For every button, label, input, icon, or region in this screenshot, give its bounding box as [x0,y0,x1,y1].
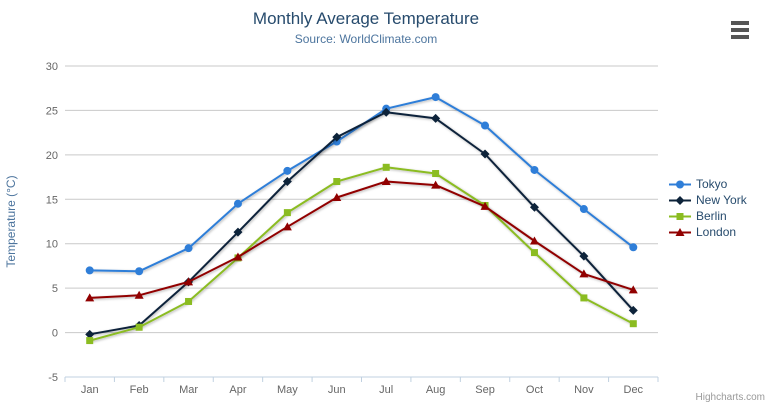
x-axis-label: Mar [179,384,198,396]
y-axis-label: 5 [52,283,58,295]
data-point-marker[interactable] [629,320,637,328]
x-axis-label: Dec [624,384,644,396]
data-point-marker[interactable] [233,199,242,208]
x-axis-label: Oct [526,384,543,396]
y-axis-label: 15 [46,194,58,206]
legend-item-label: New York [696,193,747,207]
hamburger-icon [731,35,749,39]
data-point-marker[interactable] [530,165,539,174]
data-point-marker[interactable] [135,267,144,276]
legend: Tokyo New York Berlin London [668,176,747,240]
legend-item-label: Berlin [696,209,727,223]
x-axis-label: Nov [574,384,594,396]
data-point-marker[interactable] [184,244,193,253]
square-marker-icon [676,212,684,220]
x-axis-label: Jul [379,384,393,396]
series-london [85,177,638,302]
x-axis-label: Aug [426,384,446,396]
series-line [88,111,635,336]
legend-item-label: Tokyo [696,177,728,191]
data-point-marker[interactable] [480,149,490,159]
data-point-marker[interactable] [481,121,490,130]
data-point-marker[interactable] [530,249,538,257]
circle-marker-icon [676,180,684,188]
x-axis-label: Sep [475,384,495,396]
data-point-marker[interactable] [233,227,243,237]
data-point-marker[interactable] [628,285,638,294]
y-axis-label: 30 [46,61,58,73]
data-point-marker[interactable] [282,177,292,187]
data-point-marker[interactable] [381,107,391,117]
data-point-marker[interactable] [86,337,94,345]
series-line [88,166,635,342]
legend-item-london[interactable]: London [668,224,747,240]
y-axis-label: 20 [46,150,58,162]
x-axis-label: Apr [229,384,246,396]
data-point-marker[interactable] [283,166,292,175]
data-point-marker[interactable] [628,305,638,315]
x-axis-label: Feb [130,384,149,396]
data-point-marker[interactable] [233,252,243,261]
legend-item-label: London [696,225,737,239]
chart-title: Monthly Average Temperature [252,9,480,28]
hamburger-icon [731,28,749,32]
data-point-marker[interactable] [431,113,441,123]
series-line [88,180,635,299]
data-point-marker[interactable] [134,290,144,299]
series-new-york [85,107,638,339]
legend-item-berlin[interactable]: Berlin [668,208,747,224]
data-point-marker[interactable] [480,201,490,210]
hamburger-icon [731,21,749,25]
credits-link[interactable]: Highcharts.com [695,392,765,403]
data-point-marker[interactable] [135,323,143,331]
data-point-marker[interactable] [85,266,94,275]
data-point-marker[interactable] [431,93,440,102]
data-point-marker[interactable] [85,329,95,339]
data-point-marker[interactable] [629,243,638,252]
data-point-marker[interactable] [283,209,291,217]
data-point-marker[interactable] [432,170,440,178]
data-point-marker[interactable] [184,277,194,286]
legend-marker-icon [669,227,691,236]
y-axis-label: -5 [48,372,58,384]
data-point-marker[interactable] [332,193,342,202]
data-point-marker[interactable] [579,269,589,278]
legend-item-tokyo[interactable]: Tokyo [668,176,747,192]
data-point-marker[interactable] [333,178,341,186]
y-axis-label: 25 [46,105,58,117]
series-line [88,96,635,273]
data-point-marker[interactable] [85,293,95,302]
data-point-marker[interactable] [579,205,588,214]
data-point-marker[interactable] [579,251,589,261]
legend-item-new-york[interactable]: New York [668,192,747,208]
legend-marker-icon [669,195,691,205]
diamond-marker-icon [675,195,685,205]
data-point-marker[interactable] [580,294,588,302]
data-point-marker[interactable] [381,177,391,186]
data-point-marker[interactable] [529,202,539,212]
y-axis-label: 0 [52,328,58,340]
y-axis-label: 10 [46,239,58,251]
data-point-marker[interactable] [332,132,342,142]
data-point-marker[interactable] [431,180,441,189]
x-axis-label: Jun [328,384,346,396]
data-point-marker[interactable] [382,163,390,171]
export-menu-button[interactable] [731,21,749,39]
x-axis-label: Jan [81,384,99,396]
chart-subtitle: Source: WorldClimate.com [294,32,438,46]
series-tokyo [85,93,638,276]
data-point-marker[interactable] [185,297,193,305]
y-axis-title: Temperature (°C) [4,175,18,267]
legend-marker-icon [669,212,691,220]
legend-marker-icon [669,180,691,188]
data-point-marker[interactable] [282,222,292,231]
x-axis-label: May [277,384,298,396]
data-point-marker[interactable] [529,236,539,245]
triangle-marker-icon [675,227,685,236]
